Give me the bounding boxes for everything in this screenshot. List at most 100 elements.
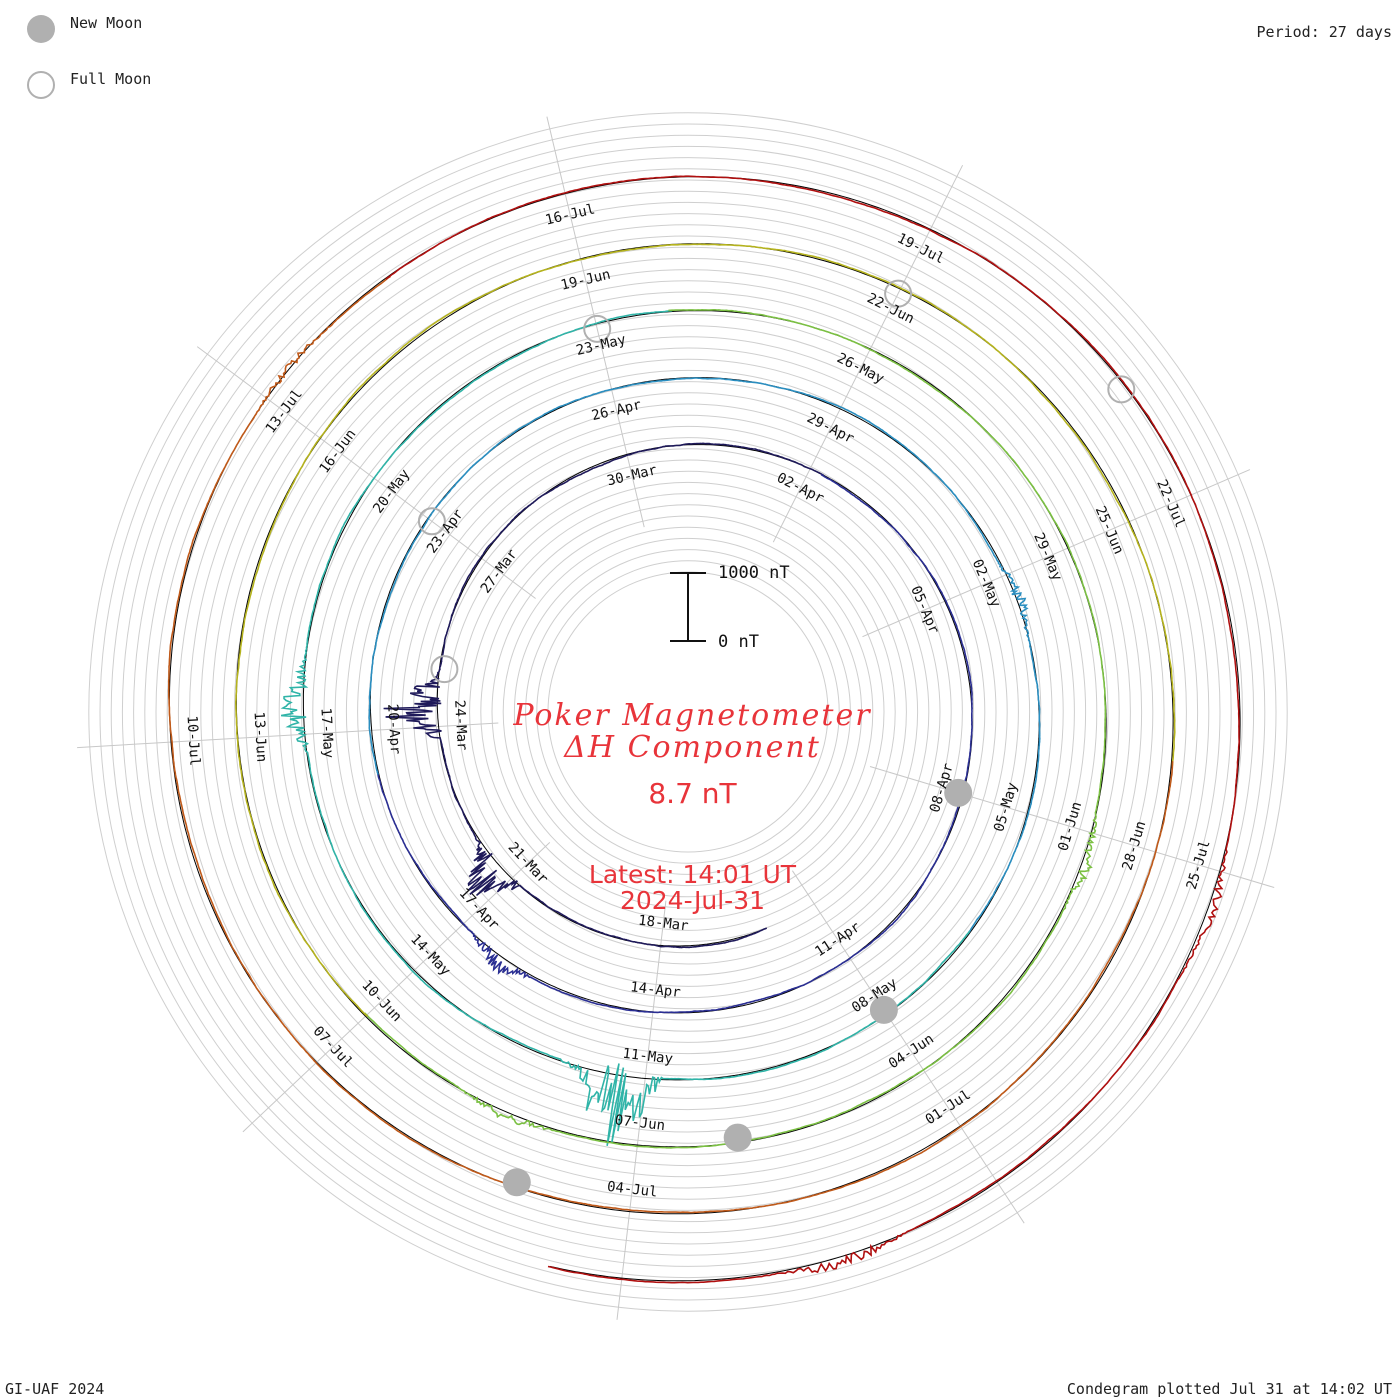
trace-series xyxy=(167,275,1174,1214)
grid-ring xyxy=(323,347,1053,1077)
grid-ring xyxy=(166,190,1210,1234)
date-label: 02-Apr xyxy=(774,470,826,507)
date-label: 16-Jul xyxy=(544,201,597,228)
grid-ring xyxy=(256,280,1120,1144)
grid-ring xyxy=(245,269,1131,1155)
grid-ring xyxy=(401,425,975,999)
grid-ring xyxy=(491,515,885,909)
date-label: 10-Jul xyxy=(184,715,203,766)
new-moon-marker xyxy=(723,1123,752,1152)
trace-series xyxy=(368,377,1041,935)
full-moon-marker xyxy=(1107,375,1136,404)
new-moon-label: New Moon xyxy=(70,14,143,32)
grid-ring xyxy=(278,302,1098,1122)
grid-ring xyxy=(155,179,1221,1245)
date-label: 07-Jun xyxy=(614,1112,666,1134)
date-label: 18-Mar xyxy=(637,913,689,935)
date-label: 10-Jun xyxy=(358,977,404,1025)
grid-ring xyxy=(144,168,1232,1256)
grid-ring xyxy=(121,145,1255,1279)
full-moon-label: Full Moon xyxy=(70,70,152,88)
grid-ring xyxy=(457,481,919,943)
day-spoke xyxy=(616,900,667,1320)
period-label: Period: 27 days xyxy=(1256,23,1392,41)
day-spoke xyxy=(196,346,536,599)
date-label: 26-May xyxy=(834,350,886,387)
grid-ring xyxy=(222,246,1154,1178)
trace-series xyxy=(364,308,1107,1149)
new-moon-icon xyxy=(27,15,55,43)
date-label: 19-Jun xyxy=(559,267,612,294)
date-label: 25-Jun xyxy=(1092,504,1127,557)
grid-ring xyxy=(110,134,1266,1290)
grid-ring xyxy=(334,358,1042,1066)
chart-subtitle: ΔH Component xyxy=(564,730,821,765)
grid-ring xyxy=(88,112,1288,1312)
grid-ring xyxy=(480,504,896,920)
date-label: 04-Jul xyxy=(606,1179,658,1201)
full-moon-marker xyxy=(583,314,612,343)
grid-ring xyxy=(267,291,1109,1133)
scale-bottom-label: 0 nT xyxy=(718,632,759,652)
grid-ring xyxy=(435,459,941,965)
date-label: 17-May xyxy=(317,707,336,758)
grid-ring xyxy=(301,325,1075,1099)
grid-ring xyxy=(312,336,1064,1088)
scale-bar xyxy=(670,572,706,642)
date-label: 22-Jul xyxy=(1153,477,1188,530)
footer-credit: GI-UAF 2024 xyxy=(5,1380,105,1398)
date-label: 02-May xyxy=(969,557,1004,610)
footer-plot-time: Condegram plotted Jul 31 at 14:02 UT xyxy=(1066,1380,1392,1398)
grid-ring xyxy=(345,369,1031,1055)
day-spoke xyxy=(869,766,1275,888)
grid-ring xyxy=(211,235,1165,1189)
grid-ring xyxy=(390,414,986,1010)
date-label: 05-Apr xyxy=(907,584,942,637)
trace-series xyxy=(383,442,825,949)
data-traces xyxy=(167,175,1241,1284)
day-spoke xyxy=(791,870,1025,1224)
grid-ring xyxy=(379,403,997,1021)
grid-ring xyxy=(233,257,1143,1167)
day-spoke xyxy=(862,469,1251,638)
trace-series xyxy=(385,175,1241,1284)
grid-rings xyxy=(88,112,1288,1312)
latest-time: Latest: 14:01 UT xyxy=(588,860,797,889)
date-label: 24-Mar xyxy=(451,699,470,750)
full-moon-marker xyxy=(884,279,913,308)
date-label: 11-May xyxy=(622,1046,674,1068)
day-spoke xyxy=(546,116,645,528)
new-moon-marker xyxy=(502,1168,531,1197)
date-label: 14-Apr xyxy=(629,979,681,1001)
new-moon-marker xyxy=(869,995,898,1024)
grid-ring xyxy=(536,560,840,864)
new-moon-marker xyxy=(944,778,973,807)
moon-markers xyxy=(417,279,1136,1197)
grid-ring xyxy=(177,201,1199,1223)
full-moon-marker xyxy=(430,655,459,684)
grid-ring xyxy=(99,123,1277,1301)
date-label: 29-Apr xyxy=(804,410,856,447)
trace-series xyxy=(280,309,971,1146)
grid-ring xyxy=(502,526,874,898)
day-spoke xyxy=(772,164,964,543)
grid-ring xyxy=(446,470,930,954)
scale-top-label: 1000 nT xyxy=(718,563,790,583)
grid-ring xyxy=(525,549,851,875)
trace-series xyxy=(235,243,1176,1017)
date-label: 20-Apr xyxy=(384,703,403,754)
full-moon-icon xyxy=(27,71,55,99)
date-label: 13-Jun xyxy=(250,711,269,762)
grid-ring xyxy=(133,157,1243,1267)
full-moon-marker xyxy=(417,507,446,536)
grid-ring xyxy=(189,213,1187,1211)
grid-ring xyxy=(513,537,863,887)
latest-date: 2024-Jul-31 xyxy=(619,886,766,915)
grid-ring xyxy=(200,224,1176,1200)
trace-series xyxy=(376,473,973,1014)
grid-ring xyxy=(469,493,907,931)
current-value: 8.7 nT xyxy=(648,777,737,810)
day-spokes xyxy=(77,116,1275,1320)
date-label: 29-May xyxy=(1030,531,1065,584)
